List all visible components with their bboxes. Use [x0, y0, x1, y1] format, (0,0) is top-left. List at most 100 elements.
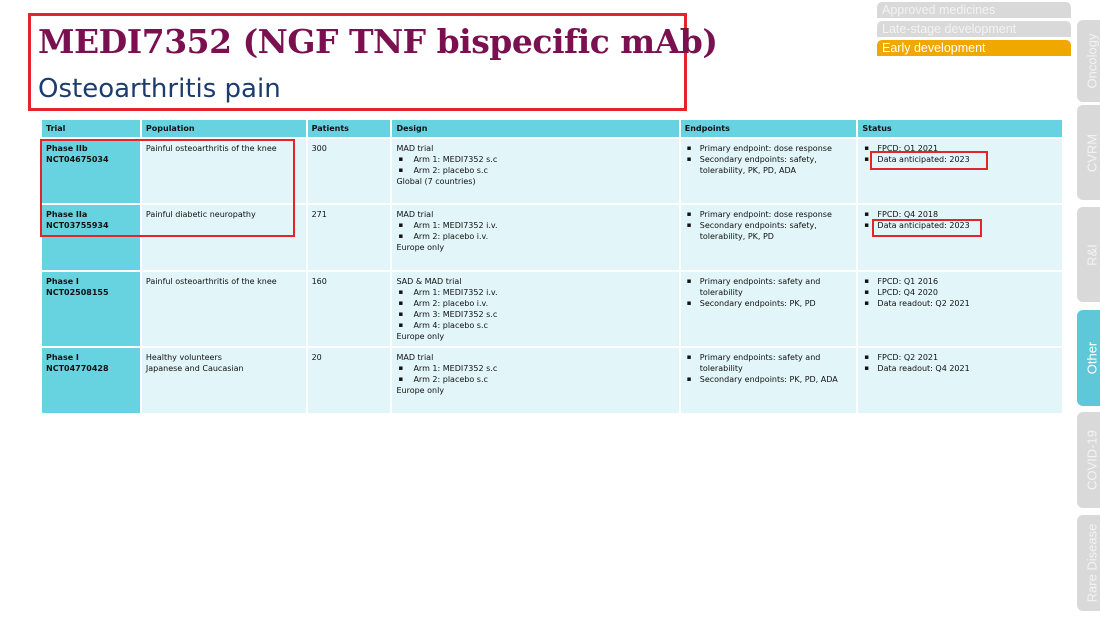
population-line: Painful osteoarthritis of the knee [145, 277, 277, 286]
trial-nct: NCT04675034 [46, 155, 109, 164]
arms-list: Arm 1: MEDI7352 i.v.Arm 2: placebo i.v.A… [396, 287, 674, 331]
arm-item: Arm 2: placebo s.c [396, 165, 674, 176]
stage-tab-approved-medicines[interactable]: Approved medicines [877, 2, 1071, 18]
trial-phase: Phase IIa [46, 210, 88, 219]
status-highlight-box [872, 219, 982, 237]
side-tab-rare-disease[interactable]: Rare Disease [1077, 515, 1100, 611]
endpoint-item: Primary endpoint: dose response [685, 209, 853, 220]
design-note: Global (7 countries) [396, 177, 476, 186]
endpoint-item: Secondary endpoints: safety, tolerabilit… [685, 220, 853, 242]
trial-cell: Phase I NCT02508155 [40, 270, 142, 348]
population-cell: Painful osteoarthritis of the knee [139, 270, 308, 348]
side-tab-label: Oncology [1084, 33, 1100, 89]
trial-cell: Phase I NCT04770428 [40, 346, 142, 415]
trials-highlight-box [40, 139, 295, 237]
arm-item: Arm 2: placebo i.v. [396, 231, 674, 242]
status-item: FPCD: Q1 2021 [862, 143, 1058, 154]
arms-list: Arm 1: MEDI7352 i.v.Arm 2: placebo i.v. [396, 220, 674, 242]
patients-cell: 271 [305, 203, 393, 272]
column-header: Patients [305, 120, 393, 139]
side-tab-label: CVRM [1084, 133, 1100, 172]
population-line: Painful diabetic neuropathy [145, 210, 256, 219]
trials-table: Trial Population Patients Design Endpoints St… [40, 120, 1064, 415]
arm-item: Arm 2: placebo s.c [396, 374, 674, 385]
page-title: MEDI7352 (NGF TNF bispecific mAb) [38, 22, 718, 61]
arms-list: Arm 1: MEDI7352 s.cArm 2: placebo s.c [396, 363, 674, 385]
design-cell: SAD & MAD trialArm 1: MEDI7352 i.v.Arm 2… [390, 270, 681, 348]
trial-cell: Phase IIb NCT04675034 [40, 137, 142, 205]
trial-nct: NCT03755934 [46, 221, 109, 230]
design-title: MAD trial [396, 144, 434, 153]
side-tab-covid-19[interactable]: COVID-19 [1077, 412, 1100, 508]
arm-item: Arm 1: MEDI7352 s.c [396, 154, 674, 165]
endpoint-item: Primary endpoint: dose response [685, 143, 853, 154]
design-note: Europe only [396, 332, 445, 341]
trial-phase: Phase I [46, 353, 79, 362]
column-header: Design [390, 120, 681, 139]
side-tab-label: COVID-19 [1084, 430, 1100, 490]
trial-cell: Phase IIa NCT03755934 [40, 203, 142, 272]
trial-phase: Phase I [46, 277, 79, 286]
table-row: Phase IIb NCT04675034 Painful osteoarthrit… [40, 137, 1064, 205]
status-item: Data readout: Q2 2021 [862, 298, 1058, 309]
status-list: FPCD: Q4 2018Data anticipated: 2023 [862, 209, 1058, 231]
status-item: Data anticipated: 2023 [862, 220, 1058, 231]
endpoint-item: Primary endpoints: safety and tolerabili… [685, 352, 853, 374]
trial-nct: NCT02508155 [46, 288, 109, 297]
population-line: Painful osteoarthritis of the knee [145, 144, 277, 153]
endpoint-item: Primary endpoints: safety and tolerabili… [685, 276, 853, 298]
trial-nct: NCT04770428 [46, 364, 109, 373]
side-tab-cvrm[interactable]: CVRM [1077, 105, 1100, 200]
design-note: Europe only [396, 243, 445, 252]
design-note: Europe only [396, 386, 445, 395]
design-cell: MAD trialArm 1: MEDI7352 i.v.Arm 2: plac… [390, 203, 681, 272]
arm-item: Arm 2: placebo i.v. [396, 298, 674, 309]
stage-tab-late-stage-development[interactable]: Late-stage development [877, 21, 1071, 37]
side-tab-oncology[interactable]: Oncology [1077, 20, 1100, 102]
arm-item: Arm 3: MEDI7352 s.c [396, 309, 674, 320]
endpoint-item: Secondary endpoints: safety, tolerabilit… [685, 154, 853, 176]
endpoints-cell: Primary endpoint: dose responseSecondary… [678, 203, 859, 272]
status-list: FPCD: Q2 2021Data readout: Q4 2021 [862, 352, 1058, 374]
status-cell: FPCD: Q4 2018Data anticipated: 2023 [856, 203, 1064, 272]
design-title: SAD & MAD trial [396, 277, 462, 286]
design-cell: MAD trialArm 1: MEDI7352 s.cArm 2: place… [390, 137, 681, 205]
side-tab-other[interactable]: Other [1077, 310, 1100, 406]
side-tab-r-i[interactable]: R&I [1077, 207, 1100, 302]
patients-cell: 160 [305, 270, 393, 348]
table-row: Phase I NCT02508155 Painful osteoarthritis… [40, 270, 1064, 348]
title-highlight-box [28, 13, 687, 111]
side-tab-label: Other [1084, 341, 1100, 375]
table-row: Phase IIa NCT03755934 Painful diabetic neu… [40, 203, 1064, 272]
population-line: Japanese and Caucasian [145, 364, 244, 373]
population-line: Healthy volunteers [145, 353, 222, 362]
stage-tab-early-development[interactable]: Early development [877, 40, 1071, 56]
population-cell: Healthy volunteers Japanese and Caucasian [139, 346, 308, 415]
arms-list: Arm 1: MEDI7352 s.cArm 2: placebo s.c [396, 154, 674, 176]
endpoints-list: Primary endpoints: safety and tolerabili… [685, 276, 853, 309]
endpoints-list: Primary endpoint: dose responseSecondary… [685, 209, 853, 242]
page-subtitle: Osteoarthritis pain [38, 74, 281, 104]
arm-item: Arm 1: MEDI7352 i.v. [396, 220, 674, 231]
status-highlight-box [870, 151, 988, 170]
column-header: Trial [40, 120, 142, 139]
endpoints-cell: Primary endpoints: safety and tolerabili… [678, 346, 859, 415]
endpoint-item: Secondary endpoints: PK, PD [685, 298, 853, 309]
design-cell: MAD trialArm 1: MEDI7352 s.cArm 2: place… [390, 346, 681, 415]
side-tab-label: R&I [1084, 243, 1100, 266]
stage-nav: Approved medicines Late-stage development… [877, 2, 1071, 59]
design-title: MAD trial [396, 210, 434, 219]
arm-item: Arm 1: MEDI7352 s.c [396, 363, 674, 374]
status-item: Data anticipated: 2023 [862, 154, 1058, 165]
status-cell: FPCD: Q2 2021Data readout: Q4 2021 [856, 346, 1064, 415]
endpoints-cell: Primary endpoint: dose responseSecondary… [678, 137, 859, 205]
status-cell: FPCD: Q1 2016LPCD: Q4 2020Data readout: … [856, 270, 1064, 348]
status-item: FPCD: Q2 2021 [862, 352, 1058, 363]
arm-item: Arm 1: MEDI7352 i.v. [396, 287, 674, 298]
arm-item: Arm 4: placebo s.c [396, 320, 674, 331]
column-header: Endpoints [678, 120, 859, 139]
column-header: Population [139, 120, 308, 139]
endpoints-cell: Primary endpoints: safety and tolerabili… [678, 270, 859, 348]
status-item: FPCD: Q4 2018 [862, 209, 1058, 220]
endpoint-item: Secondary endpoints: PK, PD, ADA [685, 374, 853, 385]
